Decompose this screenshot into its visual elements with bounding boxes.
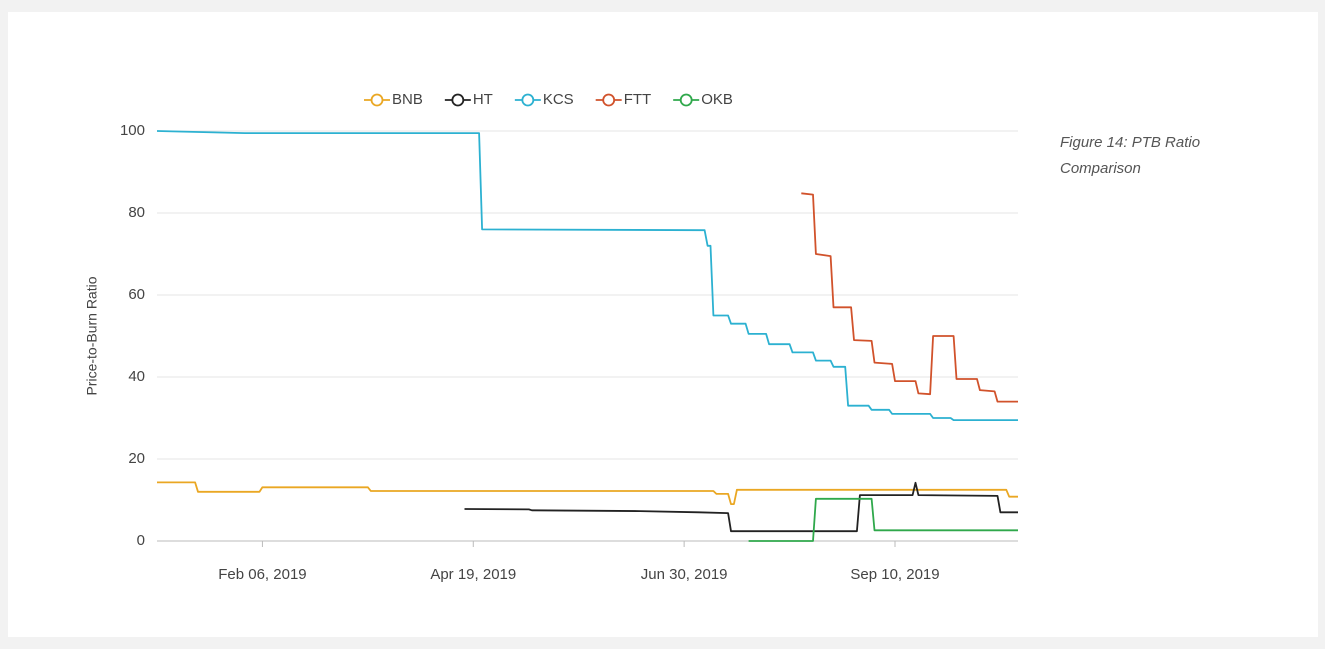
annotation: Figure 14: PTB Ratio Comparison [1060, 134, 1201, 177]
legend-swatch [521, 93, 535, 107]
legend-label: HT [473, 91, 493, 108]
y-tick-label: 100 [120, 122, 145, 139]
y-tick-label: 40 [128, 368, 145, 385]
y-axis-label: Price-to-Burn Ratio [84, 276, 100, 395]
x-tick-label: Feb 06, 2019 [218, 566, 306, 583]
legend-swatch [451, 93, 465, 107]
legend-label: OKB [701, 91, 733, 108]
x-tick-label: Sep 10, 2019 [850, 566, 939, 583]
series-line [156, 130, 1018, 421]
legend-label: BNB [392, 91, 423, 108]
series-line [801, 192, 1018, 403]
legend-swatch [370, 93, 384, 107]
y-tick-label: 0 [137, 532, 145, 549]
card [8, 12, 1318, 637]
x-tick-label: Apr 19, 2019 [430, 566, 516, 583]
y-tick-label: 20 [128, 450, 145, 467]
x-tick-label: Jun 30, 2019 [641, 566, 728, 583]
legend-label: FTT [624, 91, 652, 108]
legend-label: KCS [543, 91, 574, 108]
legend-swatch [602, 93, 616, 107]
series-line [748, 497, 1018, 542]
y-tick-label: 80 [128, 204, 145, 221]
series-line [157, 481, 1018, 505]
y-tick-label: 60 [128, 286, 145, 303]
legend-swatch [679, 93, 693, 107]
series-line [464, 481, 1018, 533]
